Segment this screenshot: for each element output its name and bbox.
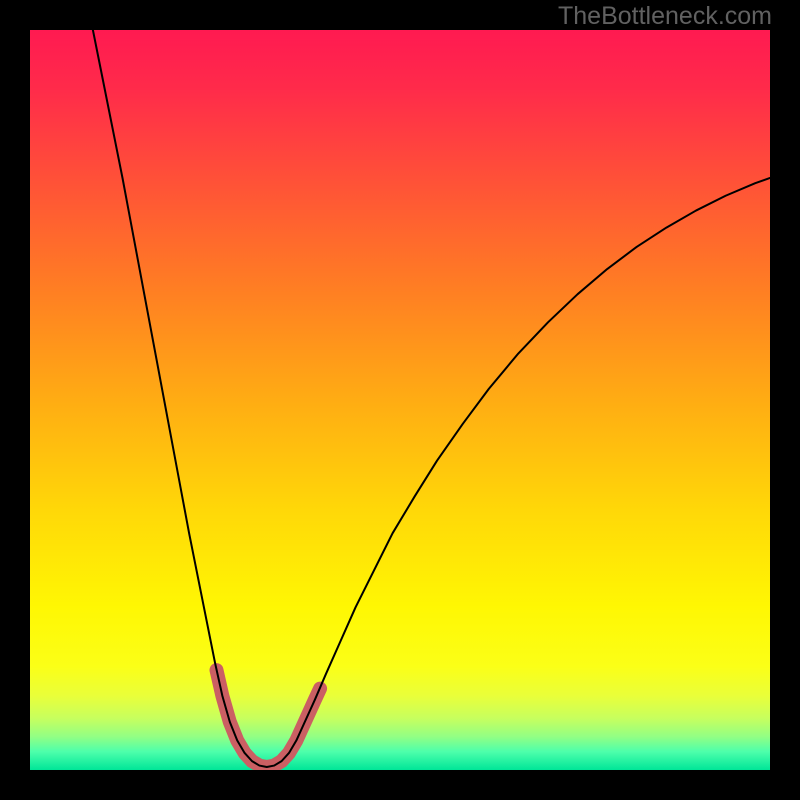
watermark-text: TheBottleneck.com xyxy=(558,2,772,31)
plot-svg xyxy=(30,30,770,770)
plot-background xyxy=(30,30,770,770)
plot-area xyxy=(30,30,770,770)
